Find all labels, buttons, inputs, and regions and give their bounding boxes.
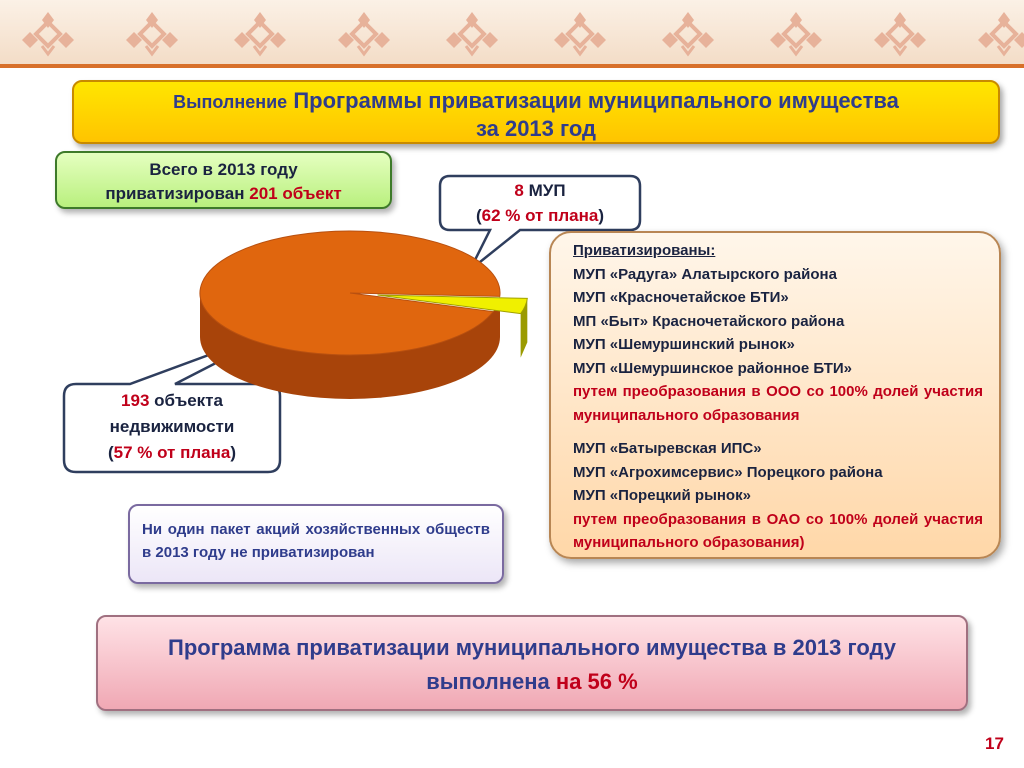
list-item: МУП «Красночетайское БТИ»: [573, 289, 789, 306]
list-group1-note: путем преобразования в ООО со 100% долей…: [573, 383, 983, 424]
page-number: 17: [985, 734, 1004, 753]
objects-unit: объекта: [154, 391, 223, 410]
result-box: Программа приватизации муниципального им…: [96, 615, 968, 711]
total-line1: Всего в 2013 году: [149, 160, 298, 179]
total-count: 201 объект: [249, 184, 342, 203]
paren-open: (: [107, 443, 114, 462]
objects-percent: 57 % от плана: [113, 443, 231, 462]
shares-note-text: Ни один пакет акций хозяйственных общест…: [142, 521, 490, 561]
header-divider-line: [0, 64, 1024, 68]
pie-slice-mup: [377, 294, 528, 315]
result-line2-prefix: выполнена: [426, 669, 550, 694]
mup-unit: МУП: [528, 181, 566, 200]
pie-slice-main: [199, 230, 501, 356]
pie-slice-mup-side: [520, 298, 528, 358]
list-header: Приватизированы:: [573, 242, 716, 259]
result-line1: Программа приватизации муниципального им…: [168, 635, 896, 660]
list-item: МУП «Порецкий рынок»: [573, 487, 751, 504]
list-item: МУП «Шемуршинское районное БТИ»: [573, 359, 853, 377]
list-item: МУП «Агрохимсервис» Порецкого района: [573, 463, 883, 481]
list-item: МУП «Радуга» Алатырского района: [573, 265, 837, 283]
mup-count: 8: [514, 181, 524, 200]
paren-open: (: [475, 206, 482, 225]
mup-percent: 62 % от плана: [481, 206, 599, 225]
paren-close: ): [598, 206, 605, 225]
callout-objects-text: 193 объекта недвижимости (57 % от плана): [64, 388, 280, 466]
title-year: за 2013 год: [475, 116, 597, 141]
list-item: МП «Быт» Красночетайского района: [573, 312, 845, 330]
total-line2-prefix: приватизирован: [105, 184, 245, 203]
total-summary-box: Всего в 2013 году приватизирован 201 объ…: [55, 151, 392, 209]
title-prefix: Выполнение: [173, 92, 288, 112]
objects-count: 193: [121, 391, 150, 410]
objects-line2: недвижимости: [109, 417, 235, 436]
result-value: на 56 %: [555, 669, 638, 694]
callout-mup-text: 8 МУП (62 % от плана): [440, 178, 640, 228]
privatized-list-box: Приватизированы: МУП «Радуга» Алатырског…: [549, 231, 1001, 559]
list-item: МУП «Шемуршинский рынок»: [573, 336, 795, 353]
pie-slice-main-side: [200, 293, 500, 399]
paren-close: ): [230, 443, 237, 462]
shares-note-box: Ни один пакет акций хозяйственных общест…: [128, 504, 504, 584]
list-group2-note: путем преобразования в ОАО со 100% долей…: [573, 510, 983, 552]
slide-title: Выполнение Программы приватизации муници…: [72, 80, 1000, 144]
title-main: Программы приватизации муниципального им…: [293, 88, 899, 113]
list-item: МУП «Батыревская ИПС»: [573, 440, 762, 457]
